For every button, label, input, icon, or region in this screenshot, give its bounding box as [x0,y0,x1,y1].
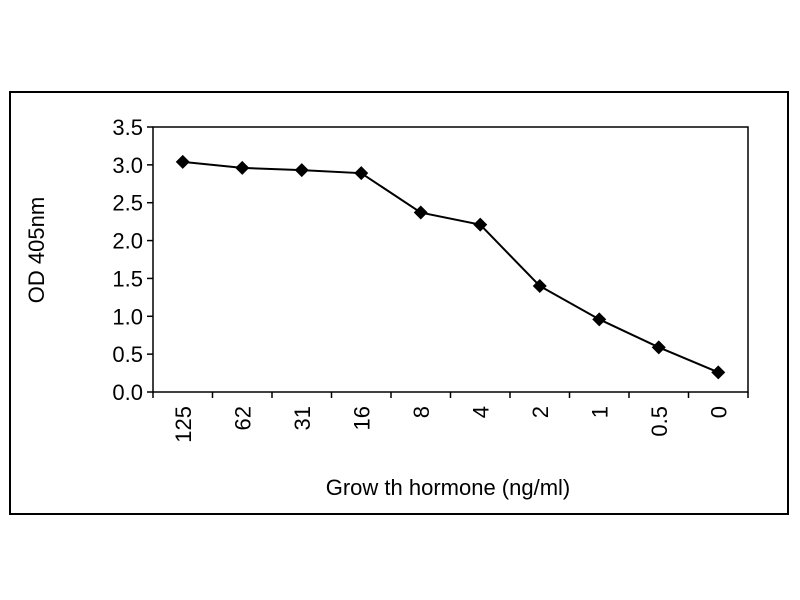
x-tick-label: 1 [587,406,612,418]
x-axis-ticks: 125 62 31 16 8 4 2 1 0.5 0 [152,392,749,443]
y-tick-label: 3.0 [112,153,143,178]
y-axis-title: OD 405nm [24,197,49,303]
data-point-diamond [711,365,726,380]
x-tick-label: 16 [349,406,374,430]
data-point-diamond [294,163,309,178]
y-tick-label: 1.0 [112,304,143,329]
data-point-diamond [532,279,547,293]
data-point-diamond [175,154,190,169]
y-tick-label: 2.5 [112,191,143,216]
data-point-diamond [592,312,607,327]
x-tick-label: 31 [290,406,315,430]
data-point-diamond [235,160,250,175]
data-point-diamond [354,166,369,181]
chart-frame [9,91,789,515]
y-axis-ticks: 0.0 0.5 1.0 1.5 2.0 2.5 3.0 3.5 [112,115,153,405]
x-tick-label: 0 [706,406,731,418]
y-tick-label: 2.0 [112,229,143,254]
x-tick-label: 62 [230,406,255,430]
y-tick-label: 1.5 [112,266,143,291]
y-tick-label: 3.5 [112,115,143,140]
x-tick-label: 0.5 [647,406,672,437]
data-point-diamond [413,205,428,220]
series-layer [175,154,726,380]
x-tick-label: 8 [409,406,434,418]
y-tick-label: 0.0 [112,380,143,405]
series-line [182,160,719,374]
x-axis-title: Grow th hormone (ng/ml) [326,475,571,500]
data-point-diamond [473,217,488,232]
x-tick-label: 125 [171,406,196,443]
x-tick-label: 2 [528,406,553,418]
data-point-diamond [651,340,666,355]
x-tick-label: 4 [468,406,493,418]
y-tick-label: 0.5 [112,342,143,367]
